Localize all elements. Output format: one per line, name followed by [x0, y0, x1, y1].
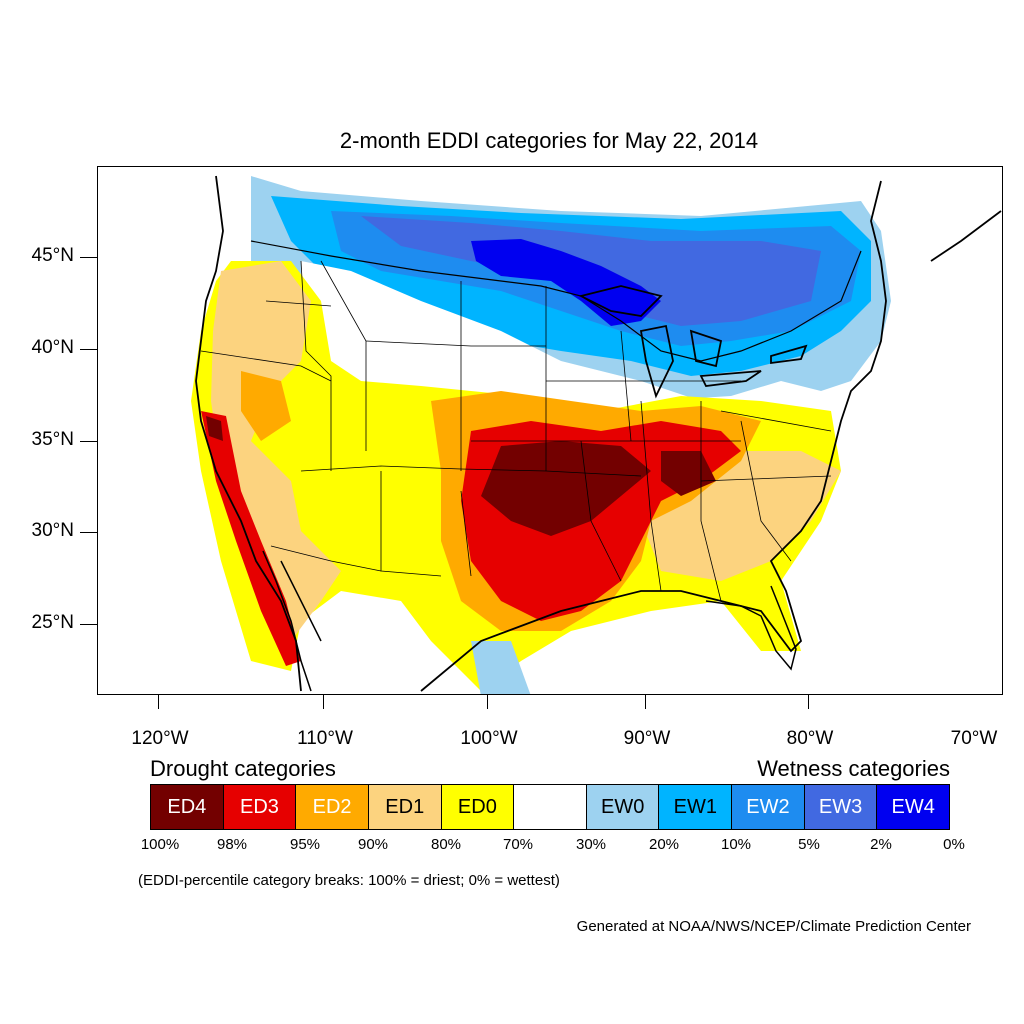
legend-cell-ew0: EW0	[586, 785, 660, 829]
percentile-break: 90%	[357, 836, 389, 853]
legend-cell-ed0: ED0	[441, 785, 515, 829]
lon-tick	[645, 695, 646, 709]
percentile-break: 98%	[216, 836, 248, 853]
percentile-break: 80%	[430, 836, 462, 853]
baja-outline	[262, 550, 322, 692]
drought-region-ed1	[211, 261, 841, 641]
wetness-categories-heading: Wetness categories	[757, 756, 950, 781]
lon-label: 110°W	[297, 728, 353, 749]
lon-tick	[158, 695, 159, 709]
legend-cell-ew1: EW1	[659, 785, 733, 829]
drought-region-ed4	[206, 416, 716, 536]
legend-cell-ed3: ED3	[223, 785, 297, 829]
lat-tick	[80, 257, 97, 258]
legend-cell-ew3: EW3	[804, 785, 878, 829]
map-frame	[97, 166, 1003, 695]
eddi-map	[191, 175, 1002, 694]
map-title: 2-month EDDI categories for May 22, 2014	[339, 128, 759, 153]
lat-label: 35°N	[31, 429, 74, 450]
coastline	[195, 175, 1002, 692]
legend-cell-ed4: ED4	[151, 785, 224, 829]
great-lakes	[578, 285, 808, 399]
percentile-break: 2%	[870, 836, 892, 853]
lon-tick	[808, 695, 809, 709]
wet-region-south	[471, 641, 531, 694]
legend-cell-normal	[514, 785, 587, 829]
lat-label: 45°N	[31, 245, 74, 266]
lat-label: 30°N	[31, 520, 74, 541]
lat-tick	[80, 624, 97, 625]
credit-line: Generated at NOAA/NWS/NCEP/Climate Predi…	[576, 918, 971, 935]
lat-label: 40°N	[31, 337, 74, 358]
percentile-break: 30%	[575, 836, 607, 853]
lon-label: 100°W	[460, 728, 518, 749]
legend-cell-ew4: EW4	[877, 785, 950, 829]
state-boundaries	[200, 260, 832, 602]
lon-label: 120°W	[131, 728, 189, 749]
florida-outline	[705, 585, 797, 671]
lon-label: 90°W	[623, 728, 671, 749]
percentile-break: 0%	[943, 836, 965, 853]
drought-categories-heading: Drought categories	[150, 756, 336, 781]
lon-label: 80°W	[786, 728, 834, 749]
lon-tick	[323, 695, 324, 709]
lat-tick	[80, 349, 97, 350]
legend-cell-ed2: ED2	[296, 785, 369, 829]
percentile-break: 95%	[289, 836, 321, 853]
percentile-break: 20%	[648, 836, 680, 853]
lat-tick	[80, 441, 97, 442]
percentile-break: 70%	[502, 836, 534, 853]
us-canada-border	[250, 240, 862, 362]
wet-region-ew4	[471, 239, 661, 326]
percentile-break: 5%	[798, 836, 820, 853]
lon-tick	[487, 695, 488, 709]
legend-cell-ed1: ED1	[368, 785, 442, 829]
percentile-break: 10%	[720, 836, 752, 853]
percentile-break: 100%	[140, 836, 180, 853]
legend-cell-ew2: EW2	[732, 785, 805, 829]
lat-label: 25°N	[31, 612, 74, 633]
category-note: (EDDI-percentile category breaks: 100% =…	[138, 872, 560, 889]
lat-tick	[80, 532, 97, 533]
category-legend: ED4 ED3 ED2 ED1 ED0 EW0 EW1 EW2 EW3 EW4	[150, 784, 950, 830]
lon-label: 70°W	[950, 728, 998, 749]
